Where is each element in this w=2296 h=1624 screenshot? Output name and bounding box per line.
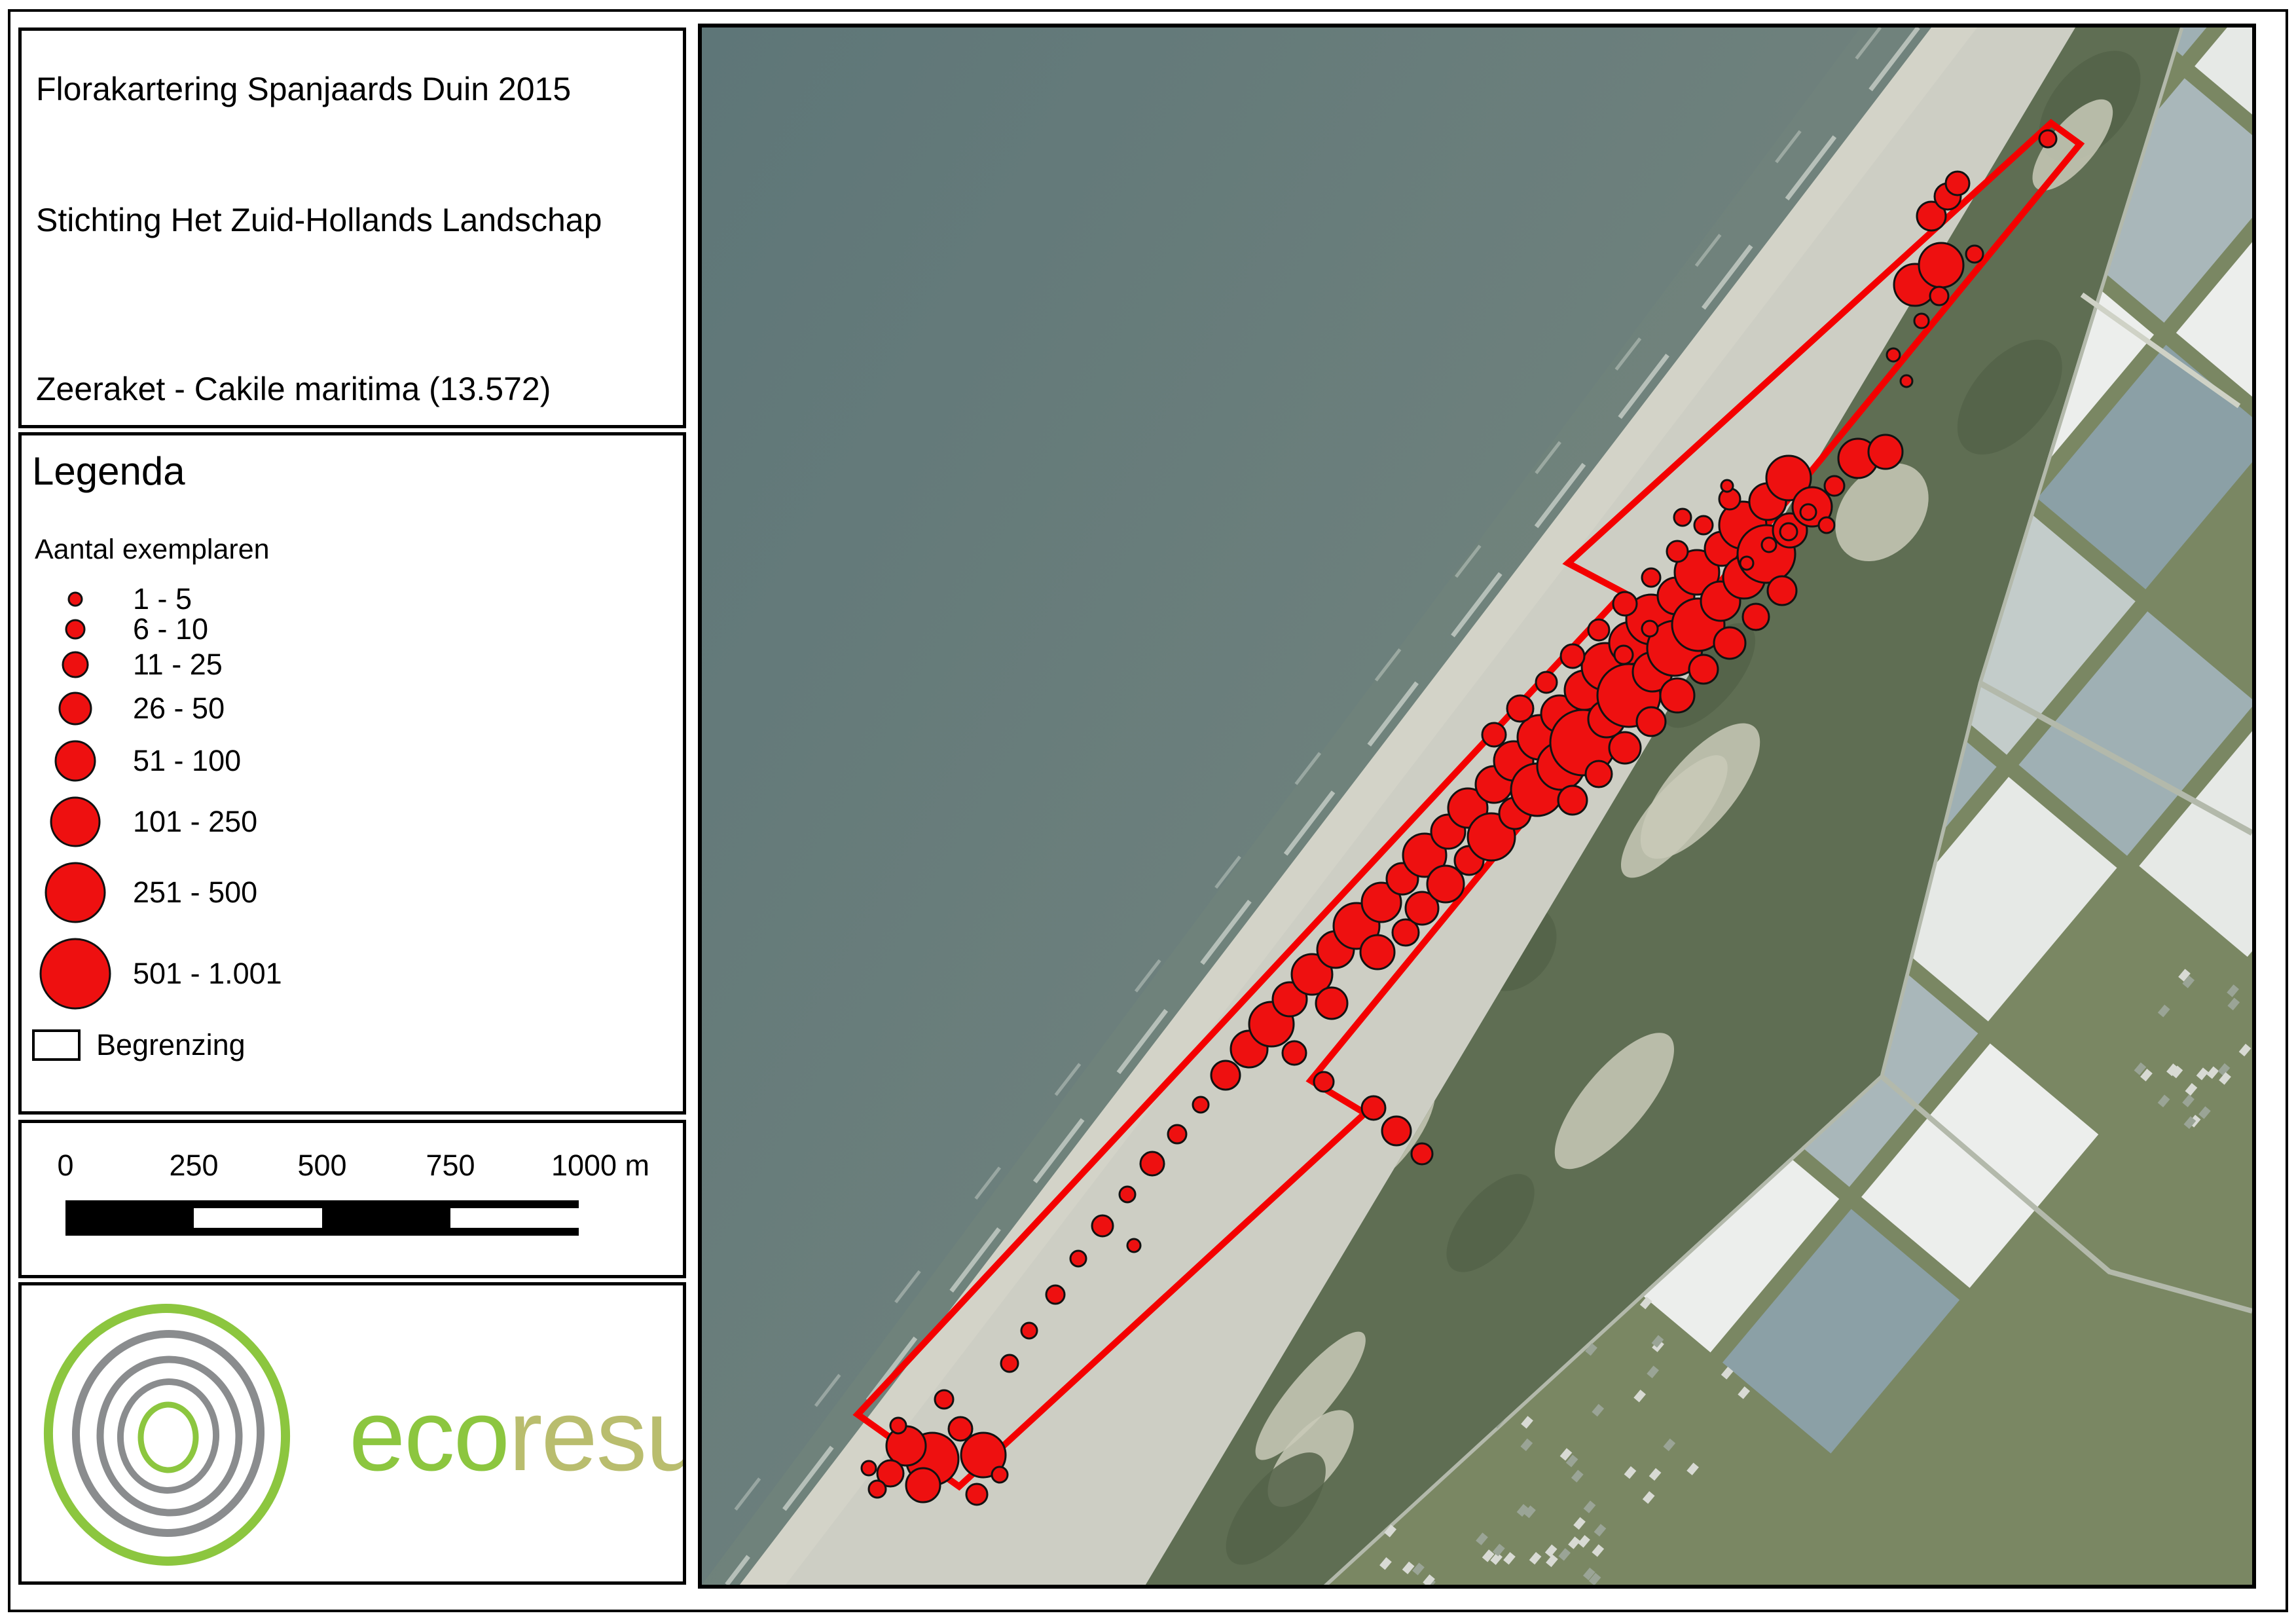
- organisation-name: Stichting Het Zuid-Hollands Landschap: [36, 202, 602, 238]
- legend-item: 51 - 100: [22, 738, 241, 784]
- legend-item-label: 51 - 100: [133, 744, 242, 777]
- aerial-backdrop: [702, 28, 2252, 1585]
- legend-item: 6 - 10: [22, 612, 208, 646]
- page-border: [8, 9, 2288, 1612]
- aerial-map: [702, 28, 2252, 1585]
- proportional-symbol-icon: [39, 938, 111, 1010]
- scale-tick-label: 500: [297, 1149, 346, 1182]
- map-panel: [698, 24, 2256, 1589]
- proportional-symbol-icon: [54, 740, 96, 782]
- legend-item-label: 101 - 250: [133, 805, 258, 838]
- surf-line: [725, 28, 1920, 1585]
- proportional-symbol-icon: [45, 862, 106, 923]
- observation-symbols: [860, 129, 2058, 1506]
- legend-item-boundary: Begrenzing: [32, 1028, 246, 1062]
- title-panel: Florakartering Spanjaards Duin 2015 Stic…: [18, 28, 686, 428]
- legend-item-label: 6 - 10: [133, 612, 209, 646]
- legend-subtitle: Aantal exemplaren: [35, 534, 270, 565]
- proportional-symbol-icon: [65, 619, 86, 640]
- legend-item-label: 26 - 50: [133, 692, 225, 725]
- scale-tick-label: 1000 m: [551, 1149, 649, 1182]
- scale-tick-label: 250: [169, 1149, 218, 1182]
- beach-area: [740, 28, 2075, 1585]
- legend-item: 251 - 500: [22, 860, 257, 925]
- beach-access-road: [2080, 292, 2241, 409]
- town-houses: [1379, 969, 2251, 1585]
- scale-bar: 0 250 500 750 1000 m: [57, 1149, 649, 1236]
- survey-boundary: [852, 119, 2085, 1491]
- ecoresult-logo: ecoresult: [43, 1304, 751, 1566]
- proportional-symbol-icon: [50, 796, 101, 847]
- logo-wordmark: ecoresult: [349, 1378, 683, 1492]
- legend-item: 1 - 5: [22, 582, 192, 616]
- logo-panel: ecoresult: [18, 1282, 751, 1585]
- species-subtitle: Zeeraket - Cakile maritima (13.572): [36, 371, 551, 407]
- scalebar-panel: 0 250 500 750 1000 m: [18, 1120, 686, 1278]
- legend-item-label: 11 - 25: [133, 648, 223, 681]
- legend-title: Legenda: [32, 449, 185, 493]
- scale-tick-labels: 0 250 500 750 1000 m: [57, 1149, 649, 1182]
- map-title: Florakartering Spanjaards Duin 2015: [36, 71, 572, 107]
- boundary-label: Begrenzing: [96, 1028, 246, 1061]
- proportional-symbol-icon: [62, 651, 89, 678]
- inland-roads: [1324, 28, 2252, 1585]
- scale-bar-graphic: [65, 1200, 579, 1236]
- legend-item-label: 1 - 5: [133, 582, 192, 616]
- legend-item: 501 - 1.001: [22, 936, 282, 1012]
- logo-word-eco: eco: [349, 1378, 509, 1492]
- legend-item: 11 - 25: [22, 648, 223, 682]
- scale-tick-label: 750: [426, 1149, 475, 1182]
- legend-item: 101 - 250: [22, 794, 257, 849]
- legend-item-label: 501 - 1.001: [133, 957, 282, 990]
- legend-item-label: 251 - 500: [133, 876, 258, 909]
- legend-item: 26 - 50: [22, 690, 225, 728]
- boundary-swatch-icon: [32, 1029, 81, 1061]
- scale-tick-label: 0: [57, 1149, 73, 1182]
- proportional-symbol-icon: [58, 692, 92, 726]
- logo-rings-icon: [43, 1304, 291, 1566]
- logo-word-result: result: [509, 1378, 683, 1492]
- proportional-symbol-icon: [67, 591, 83, 607]
- survey-boundary-outline: [852, 119, 2085, 1491]
